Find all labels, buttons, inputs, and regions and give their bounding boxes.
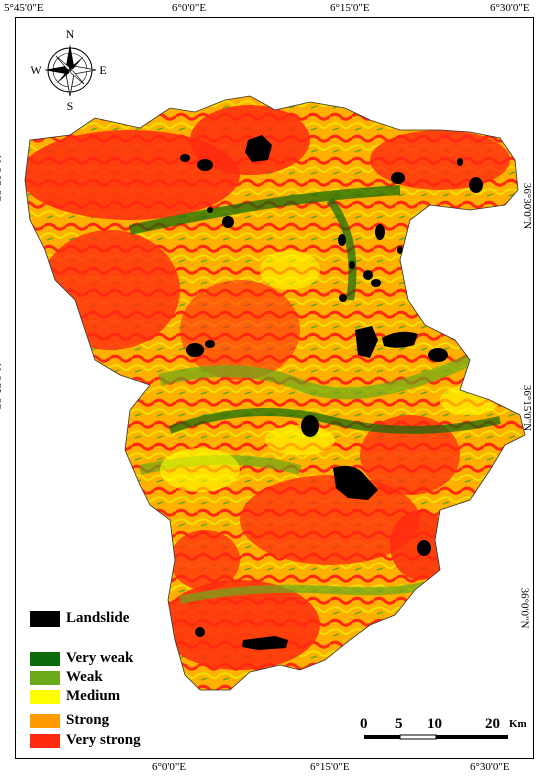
scale-label-5: 5 (395, 716, 403, 732)
landslide-polygons (180, 135, 483, 650)
lon-tick-bottom-1: 6°0'0"E (152, 761, 187, 773)
legend-item-weak: Weak (30, 669, 103, 686)
compass-east: E (99, 63, 106, 77)
lon-tick-top-4: 6°30'0"E (490, 2, 530, 14)
scale-label-0: 0 (360, 716, 368, 732)
legend-swatch-landslide (30, 610, 60, 627)
compass-west: W (30, 63, 42, 77)
legend-label-landslide: Landslide (66, 610, 130, 626)
compass-north: N (66, 27, 75, 41)
lon-tick-bottom-3: 6°30'0"E (470, 761, 510, 773)
legend-swatch-strong (30, 713, 60, 728)
scale-unit: Km (509, 718, 527, 730)
lon-tick-bottom-2: 6°15'0"E (310, 761, 350, 773)
legend-label-strong: Strong (66, 712, 110, 728)
legend-item-strong: Strong (30, 712, 109, 729)
scale-label-20: 20 (485, 716, 500, 732)
legend-label-medium: Medium (66, 688, 121, 704)
legend-label-very-weak: Very weak (66, 650, 134, 666)
legend-item-landslide: Landslide (30, 610, 129, 627)
lon-tick-top-1: 5°45'0"E (4, 2, 44, 14)
legend-swatch-very-strong (30, 733, 60, 748)
legend-label-weak: Weak (66, 669, 103, 685)
legend-swatch-medium (30, 689, 60, 704)
legend-label-very-strong: Very strong (66, 732, 141, 748)
legend-item-very-weak: Very weak (30, 650, 133, 667)
legend-swatch-weak (30, 670, 60, 685)
legend-item-medium: Medium (30, 688, 120, 705)
legend-item-very-strong: Very strong (30, 732, 141, 749)
scale-graphic (364, 734, 508, 740)
scale-label-10: 10 (427, 716, 442, 732)
lon-tick-top-2: 6°0'0"E (172, 2, 207, 14)
scale-bar: 0 5 10 20 Km (355, 716, 535, 746)
legend-swatch-very-weak (30, 651, 60, 666)
lon-tick-top-3: 6°15'0"E (330, 2, 370, 14)
compass-icon (44, 44, 97, 97)
compass-south: S (67, 99, 74, 113)
